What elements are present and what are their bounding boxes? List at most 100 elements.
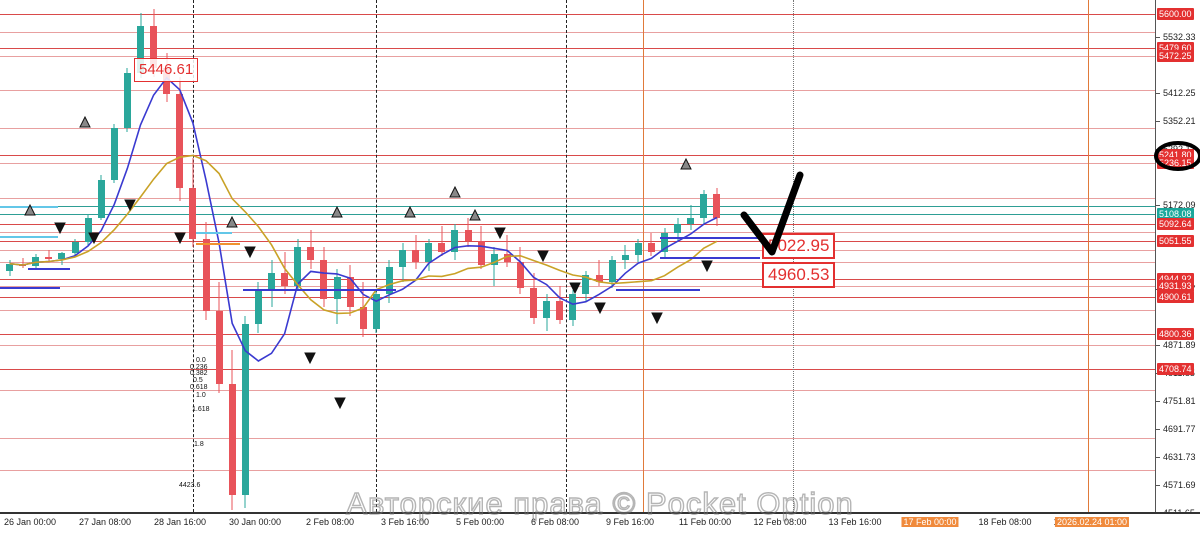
price-level-line <box>0 14 1155 15</box>
fibonacci-level-label: 4423.6 <box>179 482 201 489</box>
price-callout[interactable]: 4960.53 <box>762 262 836 288</box>
time-axis-label: 13 Feb 16:00 <box>828 517 882 527</box>
price-level-badge[interactable]: 5236.15 <box>1157 157 1194 169</box>
candle-body <box>6 263 13 271</box>
price-level-line <box>0 198 1155 199</box>
candlestick <box>110 0 118 512</box>
price-level-line <box>0 90 1155 91</box>
price-level-badge[interactable]: 5051.55 <box>1157 235 1194 247</box>
price-level-line <box>0 224 1155 225</box>
price-tick <box>1155 345 1160 346</box>
cursor-time-label: 2026.02.24 01:00 <box>1054 517 1130 527</box>
candlestick <box>556 0 564 512</box>
candle-body <box>320 260 328 299</box>
candle-body <box>556 300 564 320</box>
time-axis-label: 9 Feb 16:00 <box>605 517 655 527</box>
candlestick <box>150 0 158 512</box>
drawn-level-segment[interactable] <box>660 237 790 239</box>
candle-body <box>45 256 53 260</box>
time-axis-label: 27 Jan 08:00 <box>78 517 132 527</box>
candle-body <box>438 243 446 252</box>
candlestick <box>464 0 472 512</box>
price-level-line <box>0 262 1155 263</box>
candlestick <box>215 0 223 512</box>
price-level-badge[interactable]: 4900.61 <box>1157 291 1194 303</box>
price-tick <box>1155 401 1160 402</box>
price-axis-spine <box>1155 0 1156 512</box>
price-tick-label: 5412.25 <box>1163 88 1196 98</box>
price-level-line <box>0 206 1155 207</box>
drawn-level-segment[interactable] <box>0 206 58 208</box>
price-level-badge[interactable]: 5108.08 <box>1157 208 1194 220</box>
drawn-level-segment[interactable] <box>243 289 396 291</box>
drawn-level-segment[interactable] <box>0 236 58 238</box>
drawn-level-segment[interactable] <box>616 289 700 291</box>
candle-body <box>399 249 406 267</box>
candle-body <box>530 288 537 318</box>
candlestick <box>281 0 289 512</box>
candle-wick <box>598 260 600 286</box>
candle-body <box>254 290 262 325</box>
price-tick-label: 4691.77 <box>1163 424 1196 434</box>
candlestick <box>359 0 367 512</box>
time-marker-line <box>1088 0 1089 512</box>
fibonacci-level-label: 1.0 <box>196 392 206 399</box>
drawn-level-segment[interactable] <box>0 287 60 289</box>
price-tick-label: 4871.89 <box>1163 340 1196 350</box>
candlestick <box>477 0 485 512</box>
price-level-badge[interactable]: 4931.93 <box>1157 280 1194 292</box>
candle-body <box>333 277 341 299</box>
price-callout[interactable]: 5446.61 <box>134 58 199 82</box>
candlestick <box>516 0 524 512</box>
price-level-badge[interactable]: 4708.74 <box>1157 363 1194 375</box>
candle-body <box>241 324 249 495</box>
price-tick-label: 4751.81 <box>1163 396 1196 406</box>
price-tick <box>1155 121 1160 122</box>
candlestick <box>634 0 642 512</box>
time-marker-line <box>643 0 644 512</box>
candle-body <box>582 275 590 295</box>
candle-body <box>634 243 642 256</box>
price-level-line <box>0 32 1155 33</box>
candle-body <box>647 243 655 252</box>
price-level-line <box>0 286 1155 287</box>
time-axis-label: 6 Feb 08:00 <box>530 517 580 527</box>
price-axis[interactable]: 5532.335412.255352.215292.175172.094991.… <box>1155 0 1200 512</box>
price-tick-label: 5352.21 <box>1163 116 1196 126</box>
candle-body <box>700 194 708 219</box>
fibonacci-level-label: 1.618 <box>192 406 210 413</box>
candle-body <box>608 260 616 282</box>
drawn-level-segment[interactable] <box>660 257 760 259</box>
price-level-badge[interactable]: 5472.25 <box>1157 50 1194 62</box>
price-level-line <box>0 214 1155 215</box>
candlestick <box>385 0 393 512</box>
drawn-level-segment[interactable] <box>28 268 70 270</box>
candle-body <box>516 262 524 288</box>
price-level-badge[interactable]: 4800.36 <box>1157 328 1194 340</box>
drawn-level-segment[interactable] <box>196 232 232 234</box>
candlestick <box>202 0 210 512</box>
price-tick-label: 5172.09 <box>1163 200 1196 210</box>
time-axis[interactable]: 26 Jan 00:00 27 Jan 08:00 28 Jan 16:00 30 J… <box>0 512 1200 534</box>
candlestick <box>19 0 27 512</box>
candlestick <box>45 0 53 512</box>
candle-body <box>687 218 695 224</box>
price-level-line <box>0 48 1155 49</box>
candle-body <box>58 253 66 260</box>
price-level-line <box>0 279 1155 280</box>
candlestick <box>661 0 668 512</box>
price-tick <box>1155 205 1160 206</box>
candle-body <box>176 93 184 188</box>
candlestick <box>346 0 354 512</box>
price-level-badge[interactable]: 5092.64 <box>1157 218 1194 230</box>
candle-body <box>595 275 603 282</box>
price-callout[interactable]: 5022.95 <box>762 233 836 259</box>
price-level-badge[interactable]: 5600.00 <box>1157 8 1194 20</box>
time-axis-label: 28 Jan 16:00 <box>153 517 207 527</box>
drawn-level-segment[interactable] <box>196 243 240 245</box>
time-axis-label: 17 Feb 00:00 <box>901 517 959 527</box>
time-marker-line <box>566 0 567 512</box>
price-level-line <box>0 232 1155 233</box>
chart-plot-area[interactable]: 0.0 0.236 0.382 0.5 0.618 1.0 1.618 1.8 4423.6 5… <box>0 0 1155 512</box>
candlestick <box>582 0 590 512</box>
